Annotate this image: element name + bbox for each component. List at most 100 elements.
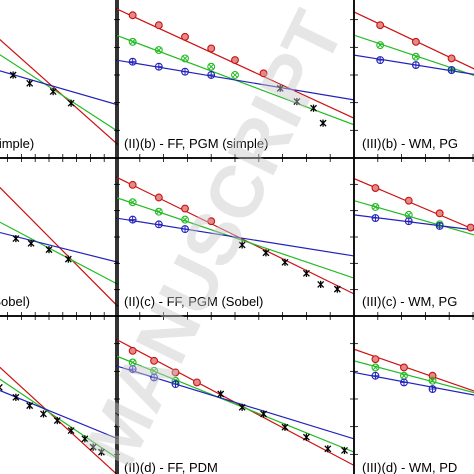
fit-line-green (0, 54, 118, 132)
data-point-blue (154, 220, 163, 229)
data-point-red (259, 69, 268, 78)
fit-line-red (354, 11, 474, 70)
fit-line-red (354, 177, 474, 231)
data-point-green (128, 37, 137, 46)
data-point-black (89, 443, 97, 451)
data-point-blue (400, 378, 408, 387)
data-point-red (128, 180, 137, 189)
data-point-black (310, 104, 317, 112)
data-point-black (67, 426, 75, 435)
data-point-red (435, 209, 444, 218)
fit-line-green (0, 378, 118, 460)
data-point-black (293, 97, 301, 106)
fit-line-green (0, 221, 118, 285)
data-point-black (319, 119, 327, 127)
data-point-blue (447, 66, 456, 74)
data-point-black (302, 433, 310, 441)
data-point-black (281, 423, 289, 431)
fit-line-red (0, 186, 118, 307)
data-point-black (333, 285, 341, 293)
data-point-red (376, 21, 385, 30)
data-point-blue (150, 373, 159, 382)
data-point-green (428, 376, 437, 385)
data-point-green (376, 41, 385, 50)
data-point-blue (128, 215, 137, 224)
data-point-red (150, 356, 159, 365)
data-point-black (45, 246, 53, 254)
data-point-black (53, 416, 61, 425)
data-point-red (128, 11, 137, 20)
data-point-green (181, 54, 189, 63)
data-point-green (371, 363, 380, 372)
panel-label: (II)(c) - FF, PGM (Sobel) (124, 294, 263, 309)
data-point-red (466, 223, 474, 232)
data-point-black (49, 88, 57, 96)
data-point-green (154, 46, 163, 55)
data-point-blue (154, 62, 163, 71)
data-point-black (238, 403, 246, 411)
data-point-blue (128, 57, 137, 66)
panel-label: (Sobel) (0, 294, 30, 309)
watermark-text: MANUSCRIPT (69, 0, 360, 474)
data-point-red (128, 346, 137, 355)
data-point-black (217, 390, 225, 398)
data-point-red (404, 196, 413, 205)
data-point-red (371, 355, 380, 364)
fit-line-red (0, 38, 118, 146)
panel-label: (III)(b) - WM, PG (362, 136, 458, 151)
data-point-green (400, 371, 408, 380)
fit-line-blue (116, 365, 354, 440)
panel-label: (II)(b) - FF, PGM (simple) (124, 136, 268, 151)
data-point-black (238, 241, 246, 249)
data-point-black (302, 269, 310, 277)
data-point-blue (181, 225, 189, 234)
data-point-black (81, 435, 89, 443)
data-point-blue (435, 221, 444, 230)
data-point-blue (181, 67, 189, 76)
data-point-red (400, 363, 408, 372)
data-point-black (26, 402, 34, 410)
panel-4: (Sobel) (0, 157, 119, 317)
fit-line-blue (0, 389, 118, 440)
data-point-blue (376, 56, 385, 65)
data-point-red (371, 184, 380, 192)
panel-frame (353, 0, 474, 159)
data-point-black (317, 280, 325, 288)
data-point-blue (371, 371, 380, 380)
fit-line-green (354, 360, 474, 394)
data-point-black (276, 84, 284, 92)
panel-frame (0, 0, 119, 159)
data-point-black (67, 99, 75, 107)
data-point-red (207, 44, 216, 53)
panel-label: (III)(d) - WM, PD (362, 460, 457, 474)
data-point-red (411, 37, 420, 46)
data-point-blue (428, 385, 437, 393)
data-point-black (281, 258, 289, 266)
data-point-red (154, 21, 163, 30)
data-point-green (181, 215, 189, 224)
data-point-green (207, 62, 216, 71)
data-point-black (324, 445, 332, 453)
panel-9: (III)(d) - WM, PD (353, 315, 474, 474)
data-point-black (40, 410, 47, 418)
data-point-red (231, 56, 239, 65)
data-point-black (9, 71, 17, 79)
panel-label: (III)(c) - WM, PG (362, 294, 457, 309)
fit-line-red (354, 348, 474, 392)
data-point-green (371, 203, 380, 211)
data-point-red (192, 378, 201, 387)
data-point-black (64, 255, 72, 263)
data-point-green (128, 198, 137, 207)
panel-frame (353, 157, 474, 317)
fit-line-blue (354, 371, 474, 396)
fit-line-green (354, 34, 474, 76)
data-point-blue (371, 214, 380, 222)
data-point-black (12, 393, 20, 401)
data-point-black (260, 410, 268, 418)
data-point-green (411, 52, 420, 61)
data-point-black (0, 383, 3, 391)
data-point-red (181, 204, 189, 213)
data-point-blue (404, 217, 413, 226)
